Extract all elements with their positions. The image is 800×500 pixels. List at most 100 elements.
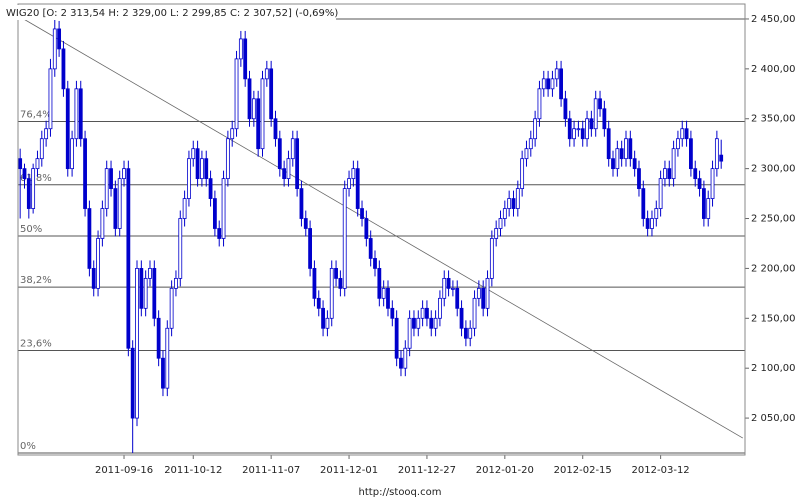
- candle-body: [360, 208, 364, 219]
- candle-body: [412, 317, 416, 329]
- title-background: [4, 5, 336, 20]
- candle-body: [312, 268, 317, 299]
- candle-body: [204, 158, 209, 180]
- candle-body: [290, 138, 295, 160]
- candle-body: [394, 317, 399, 359]
- candle-body: [368, 238, 373, 259]
- candle-body: [637, 168, 641, 189]
- candle-body: [256, 98, 261, 150]
- candle-body: [611, 158, 615, 170]
- candle-body: [541, 78, 546, 90]
- candle-body: [165, 327, 170, 389]
- candle-body: [83, 138, 87, 209]
- candle-body: [433, 317, 438, 329]
- candle-body: [316, 297, 321, 309]
- candle-body: [619, 148, 624, 160]
- plot-frame: [17, 3, 746, 456]
- candle-body: [364, 218, 369, 239]
- candle-body: [572, 128, 576, 140]
- y-tick-label: 2 050,00: [751, 413, 796, 424]
- candle-body: [576, 128, 581, 131]
- candle-body: [31, 168, 36, 209]
- candle-body: [507, 198, 512, 209]
- candle-body: [489, 238, 494, 279]
- y-tick-label: 2 150,00: [751, 313, 796, 324]
- candle-body: [701, 188, 706, 219]
- x-tick-label: 2012-01-20: [476, 465, 534, 476]
- candle-body: [243, 38, 248, 80]
- candle-body: [446, 277, 451, 289]
- candle-body: [161, 357, 165, 389]
- x-tick-label: 2012-02-15: [554, 465, 612, 476]
- candle-body: [35, 158, 40, 170]
- y-tick-label: 2 450,00: [751, 14, 796, 25]
- candle-body: [485, 277, 490, 309]
- candle-body: [52, 28, 57, 70]
- candle-body: [537, 88, 542, 120]
- candle-body: [221, 178, 226, 239]
- candle-body: [195, 148, 200, 180]
- fib-label: 50%: [20, 224, 42, 235]
- candle-body: [117, 178, 122, 229]
- fib-label: 23,6%: [20, 339, 52, 350]
- candle-body: [109, 168, 113, 189]
- candle-body: [113, 188, 118, 229]
- candle-body: [338, 277, 343, 289]
- candle-body: [277, 138, 282, 170]
- candle-body: [355, 168, 360, 209]
- candle-body: [169, 287, 174, 329]
- candle-body: [515, 188, 520, 209]
- candle-body: [390, 307, 395, 319]
- candle-body: [135, 268, 139, 419]
- candle-body: [567, 118, 572, 140]
- y-tick-label: 2 200,00: [751, 263, 796, 274]
- candle-body: [463, 327, 468, 339]
- candle-body: [502, 208, 507, 219]
- candle-body: [143, 277, 148, 309]
- candle-body: [481, 287, 486, 309]
- candle-body: [22, 168, 27, 180]
- trendline: [19, 16, 744, 439]
- candle-body: [187, 158, 191, 199]
- footer: http://stooq.com: [359, 487, 442, 498]
- candle-body: [455, 287, 460, 309]
- candle-body: [671, 148, 676, 180]
- candle-body: [693, 168, 698, 180]
- candle-body: [269, 68, 274, 120]
- candle-body: [217, 228, 222, 239]
- candle-body: [494, 228, 499, 239]
- candle-body: [706, 198, 711, 219]
- candle-body: [152, 268, 157, 319]
- candle-body: [212, 198, 217, 229]
- candle-body: [282, 168, 287, 180]
- candle-body: [442, 277, 447, 299]
- fib-label: 0%: [20, 441, 36, 452]
- candle-body: [407, 317, 412, 349]
- candle-body: [44, 128, 49, 140]
- candle-body: [78, 88, 83, 140]
- candle-body: [689, 138, 693, 170]
- fib-label: 61,8%: [20, 173, 52, 184]
- candle-body: [524, 148, 529, 160]
- candle-body: [680, 128, 685, 140]
- candle-body: [373, 258, 377, 269]
- candle-body: [593, 98, 598, 130]
- candle-body: [697, 178, 702, 189]
- candle-body: [178, 218, 183, 279]
- candle-body: [325, 317, 330, 329]
- candle-body: [624, 138, 628, 160]
- candle-body: [563, 98, 568, 120]
- y-tick-label: 2 100,00: [751, 363, 796, 374]
- candle-body: [377, 268, 382, 299]
- candle-body: [303, 218, 308, 229]
- candle-body: [342, 188, 347, 289]
- candle-body: [329, 268, 334, 319]
- candle-body: [264, 68, 269, 80]
- candle-body: [126, 168, 131, 349]
- candle-body: [645, 218, 650, 229]
- candle-body: [719, 154, 724, 162]
- candle-body: [26, 178, 31, 209]
- candle-body: [684, 128, 689, 140]
- candle-body: [74, 88, 79, 140]
- candle-body: [174, 277, 178, 289]
